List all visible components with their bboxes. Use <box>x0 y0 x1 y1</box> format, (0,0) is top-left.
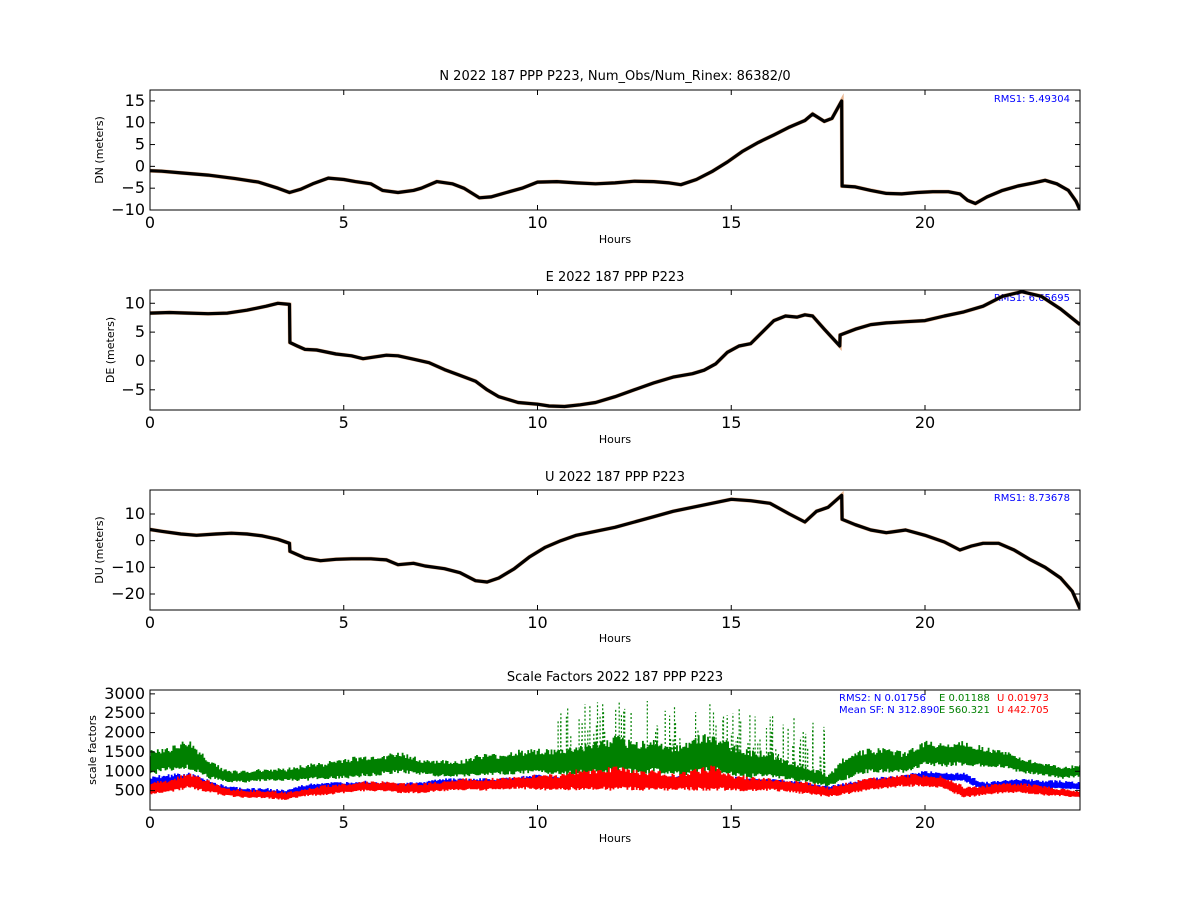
panel-up-ticks: 0 5 10 15 20 −20 −10 0 10 <box>111 490 1080 632</box>
series-line <box>150 99 1080 210</box>
x-tick-label: 15 <box>721 813 741 832</box>
x-tick-label: 0 <box>145 413 155 432</box>
panel-north-title: N 2022 187 PPP P223, Num_Obs/Num_Rinex: … <box>439 69 790 84</box>
panel-scale-factors: Scale Factors 2022 187 PPP P223 scale fa… <box>86 670 1081 845</box>
sf-mean-e: E 560.321 <box>939 705 990 716</box>
panel-up-plot-area <box>149 489 1081 611</box>
panel-east-plot-area <box>149 289 1081 411</box>
panel-east-ylabel: DE (meters) <box>104 317 117 383</box>
panel-up-title: U 2022 187 PPP P223 <box>545 470 685 485</box>
y-tick-label: −10 <box>111 557 145 576</box>
panel-sf-title: Scale Factors 2022 187 PPP P223 <box>507 670 723 685</box>
plot-frame <box>149 689 1081 811</box>
series-line <box>150 493 1080 610</box>
y-tick-label: 2500 <box>104 703 145 722</box>
x-tick-label: 5 <box>339 613 349 632</box>
panel-north: N 2022 187 PPP P223, Num_Obs/Num_Rinex: … <box>93 69 1081 246</box>
x-tick-label: 15 <box>721 213 741 232</box>
y-tick-label: −5 <box>121 380 145 399</box>
panel-north-plot-area <box>149 89 1081 211</box>
scatter-series-0 <box>150 701 1080 787</box>
series-line <box>150 290 1080 409</box>
y-tick-label: 5 <box>135 135 145 154</box>
y-tick-label: 0 <box>135 531 145 550</box>
y-tick-label: 500 <box>114 781 145 800</box>
sf-mean-n: Mean SF: N 312.890 <box>839 705 939 716</box>
sf-rms2-n: RMS2: N 0.01756 <box>839 693 926 704</box>
y-tick-label: 2000 <box>104 723 145 742</box>
sf-mean-u: U 442.705 <box>997 705 1049 716</box>
panel-sf-xlabel: Hours <box>599 832 631 845</box>
x-tick-label: 10 <box>527 213 547 232</box>
plot-frame <box>149 489 1081 611</box>
scatter-series-2 <box>150 765 1080 800</box>
panel-sf-plot-area <box>149 689 1081 811</box>
x-tick-label: 10 <box>527 413 547 432</box>
x-tick-label: 15 <box>721 613 741 632</box>
y-tick-label: 1500 <box>104 742 145 761</box>
y-tick-label: 0 <box>135 351 145 370</box>
y-tick-label: 15 <box>125 91 145 110</box>
y-tick-label: 3000 <box>104 684 145 703</box>
x-tick-label: 5 <box>339 213 349 232</box>
panel-east-xlabel: Hours <box>599 433 631 446</box>
x-tick-label: 5 <box>339 413 349 432</box>
panel-up: U 2022 187 PPP P223 DU (meters) Hours RM… <box>93 470 1081 645</box>
panel-up-ylabel: DU (meters) <box>93 516 106 583</box>
scatter-outliers <box>557 701 826 780</box>
y-tick-label: 5 <box>135 322 145 341</box>
x-tick-label: 0 <box>145 813 155 832</box>
panel-east-rms-annotation: RMS1: 6.65695 <box>994 293 1070 304</box>
x-tick-label: 0 <box>145 213 155 232</box>
y-tick-label: −20 <box>111 584 145 603</box>
x-tick-label: 15 <box>721 413 741 432</box>
x-tick-label: 20 <box>915 213 935 232</box>
panel-up-xlabel: Hours <box>599 632 631 645</box>
y-tick-label: −5 <box>121 178 145 197</box>
x-tick-label: 5 <box>339 813 349 832</box>
y-tick-label: 10 <box>125 113 145 132</box>
x-tick-label: 10 <box>527 813 547 832</box>
panel-north-xlabel: Hours <box>599 233 631 246</box>
sf-rms2-u: U 0.01973 <box>997 693 1049 704</box>
x-tick-label: 20 <box>915 813 935 832</box>
y-tick-label: −10 <box>111 200 145 219</box>
plot-frame <box>149 89 1081 211</box>
x-tick-label: 10 <box>527 613 547 632</box>
x-tick-label: 20 <box>915 413 935 432</box>
panel-north-rms-annotation: RMS1: 5.49304 <box>994 94 1070 105</box>
y-tick-label: 1000 <box>104 761 145 780</box>
scatter-band <box>150 765 1080 800</box>
panel-east-title: E 2022 187 PPP P223 <box>546 270 685 285</box>
plot-frame <box>149 289 1081 411</box>
panel-up-rms-annotation: RMS1: 8.73678 <box>994 493 1070 504</box>
panel-east: E 2022 187 PPP P223 DE (meters) Hours RM… <box>104 270 1081 446</box>
y-tick-label: 0 <box>135 156 145 175</box>
panel-sf-ylabel: scale factors <box>86 715 99 785</box>
panel-north-ylabel: DN (meters) <box>93 116 106 184</box>
y-tick-label: 10 <box>125 504 145 523</box>
y-tick-label: 10 <box>125 293 145 312</box>
x-tick-label: 20 <box>915 613 935 632</box>
sf-rms2-e: E 0.01188 <box>939 693 990 704</box>
x-tick-label: 0 <box>145 613 155 632</box>
